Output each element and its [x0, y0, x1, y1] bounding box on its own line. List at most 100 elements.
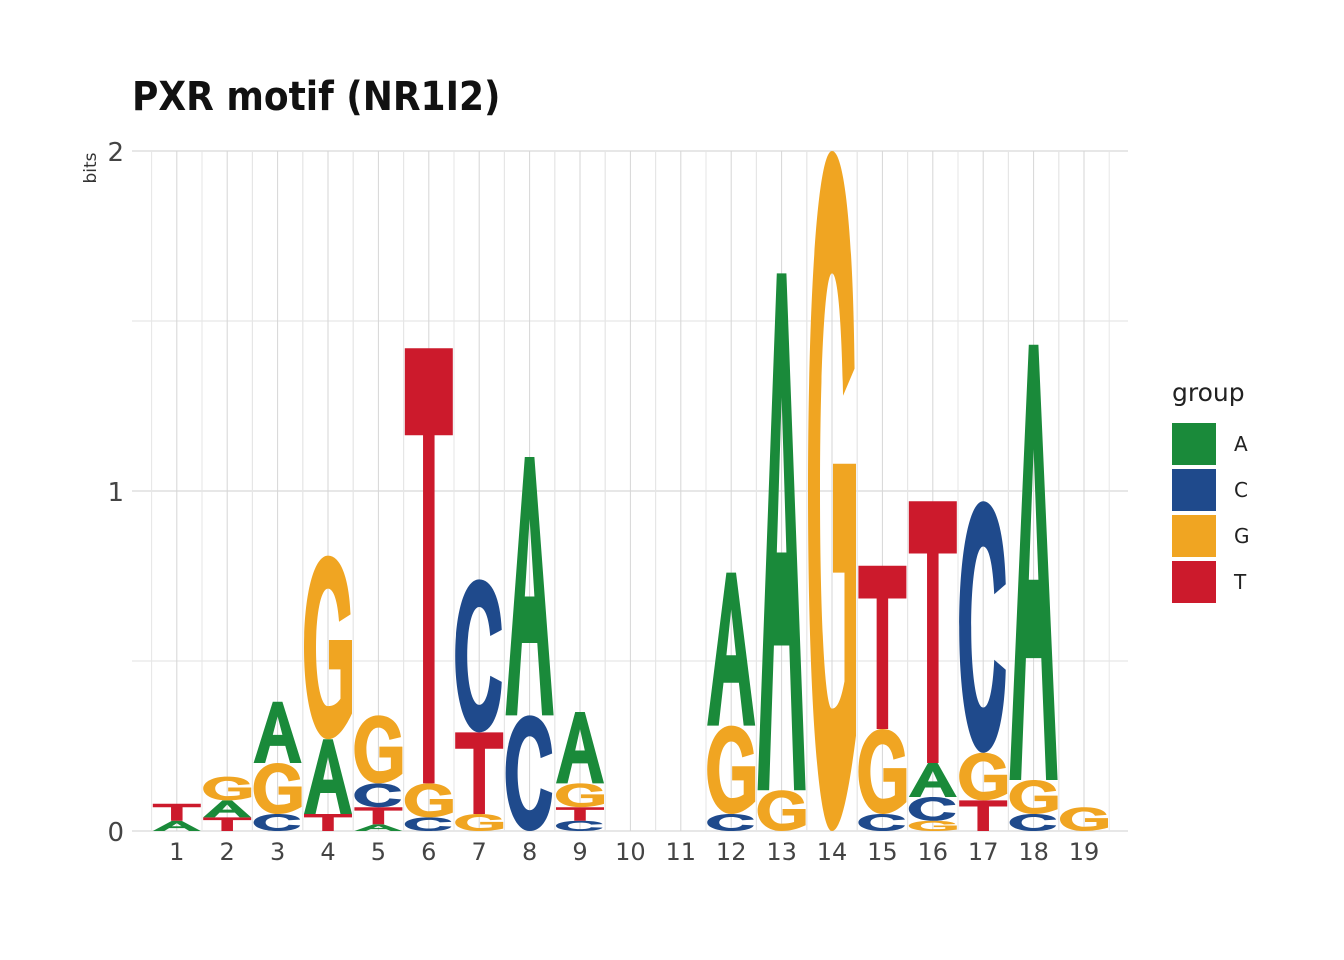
logo-column-16	[908, 501, 957, 831]
legend-label: C	[1234, 478, 1248, 502]
x-tick-label: 7	[472, 838, 487, 866]
logo-letter-G	[808, 151, 856, 831]
x-tick-label: 2	[220, 838, 235, 866]
logo-letter-A	[757, 273, 806, 791]
logo-column-15	[858, 565, 907, 831]
x-tick-label: 9	[572, 838, 587, 866]
logo-letters	[152, 151, 1108, 831]
logo-letter-T	[455, 732, 504, 814]
y-axis-label: bits	[81, 152, 101, 183]
logo-column-9	[556, 712, 604, 831]
logo-letter-G	[404, 783, 453, 818]
logo-column-17	[959, 501, 1008, 831]
logo-letter-G	[203, 776, 252, 801]
logo-letter-A	[253, 701, 302, 763]
legend-swatch	[1172, 515, 1216, 557]
legend-label: G	[1234, 524, 1250, 548]
logo-column-3	[253, 701, 302, 831]
logo-letter-C	[253, 814, 301, 831]
x-tick-label: 3	[270, 838, 285, 866]
logo-column-18	[1009, 344, 1058, 831]
grid-lines	[132, 150, 1128, 832]
logo-letter-C	[404, 817, 452, 831]
logo-letter-C	[707, 814, 754, 831]
logo-letter-C	[858, 814, 905, 831]
legend-item-G: G	[1172, 513, 1292, 559]
logo-letter-G	[1060, 807, 1108, 831]
legend-swatch	[1172, 423, 1216, 465]
logo-letter-G	[556, 783, 604, 808]
logo-letter-G	[1009, 780, 1058, 814]
x-tick-label: 17	[968, 838, 999, 866]
logo-letter-A	[152, 820, 201, 831]
legend-item-T: T	[1172, 559, 1292, 605]
logo-letter-T	[354, 807, 403, 825]
logo-letter-A	[203, 800, 252, 818]
logo-letter-A	[304, 739, 352, 814]
logo-letter-C	[556, 820, 603, 831]
logo-letter-G	[253, 763, 302, 814]
legend-label: T	[1234, 570, 1247, 594]
logo-letter-A	[1009, 344, 1058, 780]
x-tick-label: 5	[371, 838, 386, 866]
logo-column-14	[808, 151, 856, 831]
logo-letter-C	[354, 783, 401, 808]
legend-item-A: A	[1172, 421, 1292, 467]
y-tick-label: 0	[107, 818, 124, 848]
logo-letter-C	[959, 501, 1006, 753]
logo-letter-A	[908, 763, 957, 797]
x-tick-label: 19	[1069, 838, 1100, 866]
logo-letter-T	[404, 348, 453, 784]
logo-letter-A	[556, 712, 604, 784]
logo-letter-G	[959, 752, 1008, 801]
x-tick-label: 12	[716, 838, 747, 866]
logo-letter-G	[858, 729, 907, 814]
logo-letter-G	[757, 790, 806, 831]
x-tick-label: 6	[421, 838, 436, 866]
y-tick-label: 2	[107, 138, 124, 168]
legend-swatch	[1172, 469, 1216, 511]
x-tick-label: 14	[817, 838, 848, 866]
logo-column-12	[707, 572, 756, 831]
x-tick-label: 11	[666, 838, 697, 866]
logo-column-4	[304, 555, 352, 831]
x-tick-label: 1	[169, 838, 184, 866]
logo-letter-T	[908, 501, 957, 763]
logo-letter-T	[556, 807, 604, 821]
logo-column-13	[757, 273, 806, 831]
logo-column-2	[203, 776, 252, 831]
logo-letter-T	[858, 565, 907, 729]
legend-item-C: C	[1172, 467, 1292, 513]
logo-letter-G	[707, 725, 756, 814]
logo-letter-A	[707, 572, 756, 726]
logo-letter-C	[908, 797, 956, 821]
logo-letter-G	[455, 814, 504, 831]
logo-letter-G	[908, 820, 957, 831]
logo-letter-G	[354, 715, 403, 784]
logo-column-8	[505, 457, 554, 831]
logo-letter-T	[959, 800, 1008, 831]
x-tick-label: 16	[918, 838, 949, 866]
logo-letter-T	[304, 814, 352, 831]
legend-label: A	[1234, 432, 1248, 456]
chart-title: PXR motif (NR1I2)	[132, 74, 501, 120]
logo-letter-T	[203, 817, 252, 831]
logo-letter-T	[152, 803, 201, 821]
logo-letter-C	[505, 715, 553, 831]
legend-title: group	[1172, 378, 1245, 407]
logo-column-7	[455, 579, 504, 831]
logo-letter-C	[1009, 814, 1057, 831]
logo-letter-A	[354, 824, 403, 831]
x-tick-label: 10	[615, 838, 646, 866]
y-tick-label: 1	[107, 478, 124, 508]
logo-column-19	[1060, 807, 1108, 831]
legend-swatch	[1172, 561, 1216, 603]
logo-column-1	[152, 803, 201, 831]
logo-letter-A	[505, 457, 554, 716]
logo-letter-C	[455, 579, 502, 733]
logo-letter-G	[304, 555, 352, 740]
